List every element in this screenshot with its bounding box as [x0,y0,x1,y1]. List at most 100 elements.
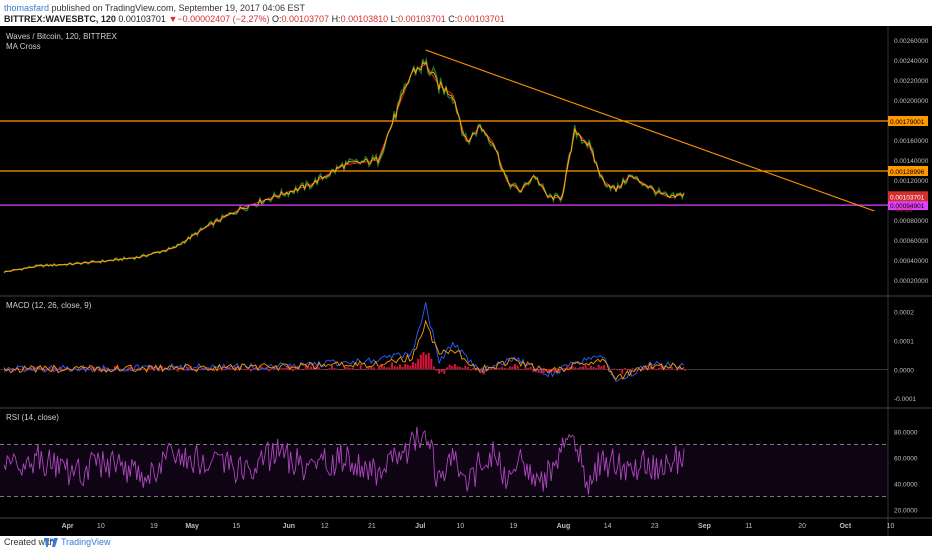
macd-histogram-bar [228,368,231,370]
rsi-pane[interactable]: RSI (14, close) 80.0000 60.0000 40.0000 20.0… [0,413,918,515]
macd-histogram-bar [657,367,660,370]
macd-histogram-bar [249,369,252,372]
macd-histogram-bar [281,367,284,370]
macd-histogram-bar [320,368,323,370]
macd-histogram-bar [446,367,448,370]
trendline[interactable] [425,49,875,212]
macd-histogram-bar [412,361,414,370]
macd-histogram-bar [456,366,459,370]
level-label: 0.00179001 [890,119,925,126]
macd-histogram-bar [553,369,556,372]
chart-header: thomasfard published on TradingView.com,… [0,0,932,26]
macd-histogram-bar [673,368,676,370]
macd-histogram-bar [378,367,380,370]
macd-histogram-bar [113,366,116,370]
macd-histogram-bar [425,354,428,370]
macd-histogram-bar [372,367,375,370]
macd-histogram-bar [145,369,148,371]
macd-histogram-bar [571,366,574,370]
macd-histogram-bar [299,369,302,370]
macd-histogram-bar [404,364,407,370]
publish-text: published on TradingView.com, September … [51,3,306,13]
macd-histogram-bar [252,369,255,370]
time-tick-label: 19 [150,523,158,530]
macd-histogram-bar [540,369,543,374]
macd-histogram-bar [45,368,48,370]
tradingview-logo-icon [44,538,58,547]
macd-histogram-bar [587,368,590,370]
macd-histogram-bar [432,366,435,370]
macd-tick-label: -0.0001 [894,396,916,403]
footer: Created with TradingView [0,536,932,550]
macd-histogram-bar [516,365,519,370]
macd-histogram-bar [349,367,352,370]
macd-histogram-bar [388,367,391,370]
macd-histogram-bar [202,367,205,370]
tradingview-link[interactable]: TradingView [61,537,111,547]
chart-area[interactable]: Waves / Bitcoin, 120, BITTREX MA Cross 0.0… [0,26,932,536]
macd-histogram-bar [357,369,360,370]
macd-histogram-bar [582,366,584,370]
macd-histogram-bar [613,368,616,370]
rsi-tick-label: 80.0000 [894,430,918,437]
macd-histogram-bar [106,367,108,370]
macd-histogram-bar [574,367,577,370]
time-tick-label: Jul [415,523,425,530]
macd-histogram-bar [359,364,362,370]
macd-signal-line[interactable] [3,319,685,381]
macd-histogram-bar [534,369,537,373]
macd-histogram-bar [448,364,451,370]
macd-histogram-bar [307,367,310,370]
macd-histogram-bar [268,369,271,372]
macd-histogram-bar [236,369,239,370]
open-value: 0.00103707 [281,14,330,24]
macd-histogram-bar [605,369,608,370]
macd-histogram-bar [174,368,176,370]
macd-histogram-bar [459,366,462,370]
macd-histogram-bar [576,367,579,370]
macd-histogram-bar [503,367,506,370]
macd-tick-label: 0.0000 [894,367,914,374]
macd-histogram-bar [19,369,22,370]
time-tick-label: 10 [887,523,895,530]
macd-histogram-bar [283,367,286,370]
time-tick-label: 15 [232,523,240,530]
macd-histogram-bar [346,367,349,370]
macd-histogram-bar [126,369,129,372]
close-label: C: [448,14,458,24]
macd-histogram-bar [166,369,169,370]
price-tick-label: 0.00260000 [894,38,929,45]
macd-histogram-bar [419,354,422,370]
macd-histogram-bar [529,366,532,370]
macd-histogram-bar [451,365,454,370]
macd-histogram-bar [440,369,443,373]
macd-line[interactable] [3,302,685,383]
price-tick-label: 0.00020000 [894,278,929,285]
open-label: O: [271,14,282,24]
time-axis[interactable]: Apr 10 19 May 15 Jun 12 21 Jul 10 19 Aug 14 23 Sep 11 20… [0,517,932,530]
macd-histogram-bar [116,366,119,370]
macd-histogram-bar [129,366,132,370]
macd-histogram-bar [53,367,56,370]
macd-histogram-bar [286,365,289,370]
low-label: L: [390,14,399,24]
author-link[interactable]: thomasfard [4,3,50,13]
macd-histogram-bar [668,368,671,370]
macd-histogram-bar [278,368,281,370]
rsi-line[interactable] [3,426,685,495]
macd-histogram-bar [639,369,642,370]
macd-histogram-bar [336,368,339,370]
macd-histogram-bar [618,369,621,371]
symbol-label: BITTREX:WAVESBTC, 120 [4,14,116,24]
price-candles-line[interactable] [3,56,685,274]
macd-histogram-bar [524,365,527,370]
macd-histogram-bar [610,369,613,370]
macd-histogram-bar [406,364,409,370]
macd-pane[interactable]: MACD (12, 26, close, 9) 0.0002 0.0001 0.000… [0,301,932,409]
macd-histogram-bar [383,366,386,370]
ma-fast-line[interactable] [3,61,685,273]
macd-histogram-bar [134,369,137,370]
macd-histogram-bar [548,369,550,372]
